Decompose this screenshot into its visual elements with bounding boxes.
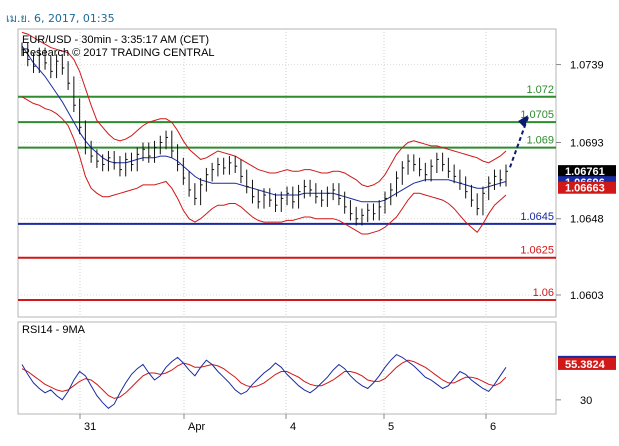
x-tick-label: Apr bbox=[188, 421, 205, 433]
support-resistance-levels: 1.072 1.0705 1.069 1.0645 1.0625 1.06 bbox=[18, 84, 556, 302]
price-axis: 1.0739 1.0693 1.0648 1.0603 bbox=[556, 60, 604, 302]
rsi-axis: 30 bbox=[556, 395, 592, 407]
price-tick-label: 1.0693 bbox=[570, 138, 604, 150]
date-time-label: เม.ย. 6, 2017, 01:35 bbox=[6, 12, 115, 25]
price-badge bbox=[558, 165, 616, 178]
x-tick-label: 6 bbox=[490, 421, 496, 433]
level-label: 1.06 bbox=[533, 287, 554, 299]
rsi-series bbox=[21, 353, 507, 409]
level-label: 1.0625 bbox=[520, 245, 554, 257]
x-tick-label: 4 bbox=[290, 421, 296, 433]
top-bar: เม.ย. 6, 2017, 01:35 bbox=[0, 0, 619, 25]
x-tick-label: 5 bbox=[388, 421, 394, 433]
forecast-arrow-head bbox=[518, 115, 528, 129]
main-panel bbox=[17, 28, 557, 318]
price-tick-label: 1.0603 bbox=[570, 290, 604, 302]
rsi-badges: 56.844855.3824 bbox=[558, 355, 616, 371]
price-tick-label: 1.0739 bbox=[570, 60, 604, 72]
price-badge bbox=[558, 357, 616, 370]
price-badge-label: 1.06761 bbox=[565, 166, 605, 178]
main-grid bbox=[18, 29, 556, 317]
forecast-arrow bbox=[509, 115, 529, 168]
rsi-chart-title: RSI14 - 9MA bbox=[22, 324, 86, 336]
price-tick-label: 1.0648 bbox=[570, 214, 604, 226]
rsi-panel bbox=[17, 321, 557, 415]
price-badge-label: 55.3824 bbox=[565, 359, 606, 371]
lower-band-line bbox=[21, 96, 507, 235]
main-chart-subtitle: Research © 2017 TRADING CENTRAL bbox=[22, 47, 215, 59]
price-badge-label: 1.06663 bbox=[565, 183, 605, 195]
level-label: 1.069 bbox=[526, 135, 554, 147]
rsi-line bbox=[21, 353, 507, 409]
main-chart-title: EUR/USD - 30min - 3:35:17 AM (CET) bbox=[22, 34, 209, 46]
price-badge bbox=[558, 181, 616, 194]
price-series bbox=[21, 31, 508, 235]
rsi-tick-label: 30 bbox=[580, 395, 592, 407]
level-label: 1.0645 bbox=[520, 211, 554, 223]
level-label: 1.0705 bbox=[520, 109, 554, 121]
level-label: 1.072 bbox=[526, 84, 554, 96]
x-axis-labels: 31 Apr 4 5 6 bbox=[79, 414, 496, 433]
upper-band-line bbox=[21, 31, 507, 188]
x-tick-label: 31 bbox=[84, 421, 96, 433]
rsi-ma-line bbox=[21, 359, 507, 399]
